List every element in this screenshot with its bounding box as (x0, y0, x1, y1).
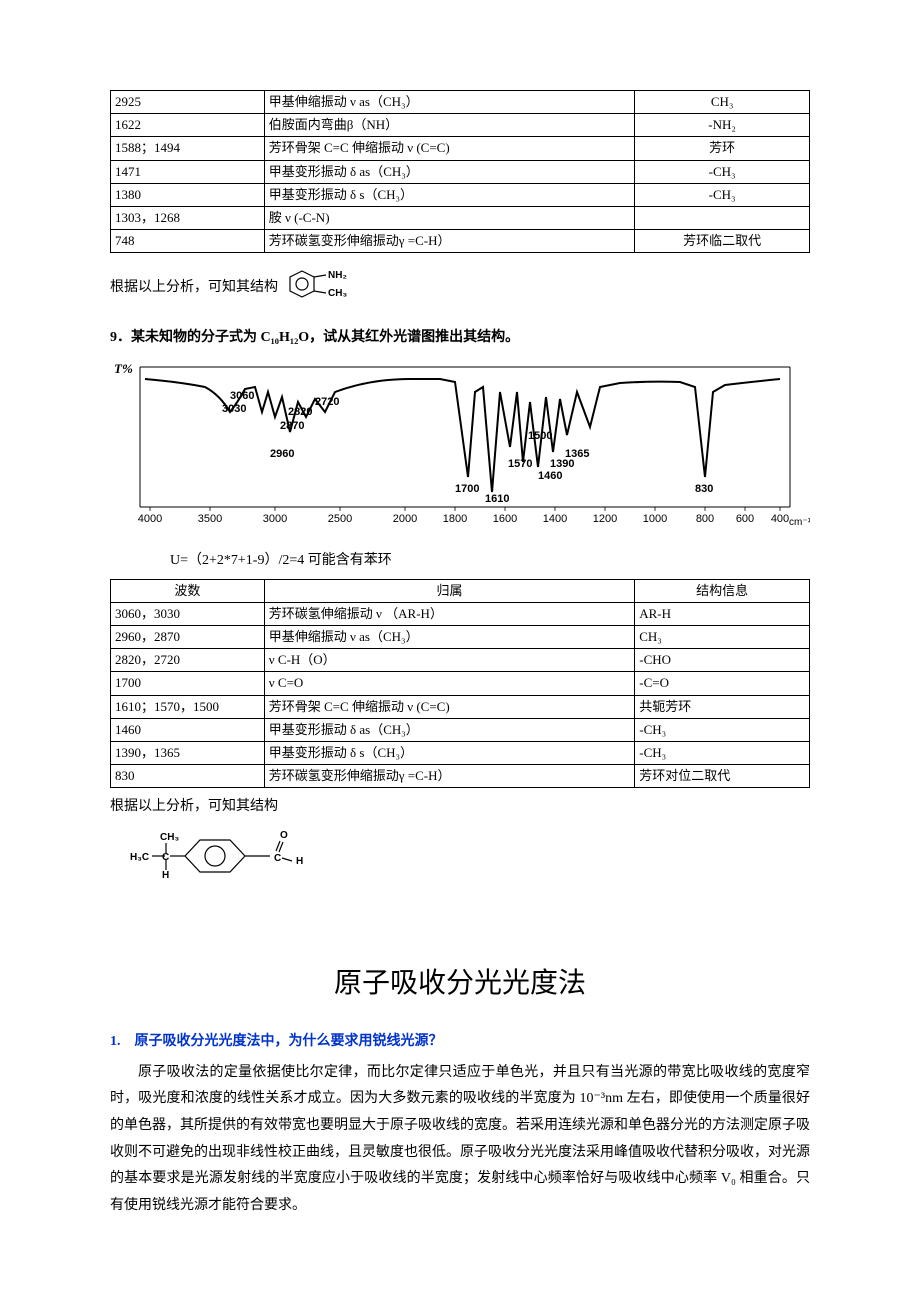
table-cell: 1390，1365 (111, 742, 265, 765)
table-cell: 甲基伸缩振动 ν as（CH₃） (264, 626, 634, 649)
table-cell: -CHO (635, 649, 810, 672)
table-cell (635, 206, 810, 229)
table-cell: 2820，2720 (111, 649, 265, 672)
svg-text:4000: 4000 (138, 513, 162, 525)
table-cell: 芳环骨架 C=C 伸缩振动 ν (C=C) (264, 137, 634, 160)
table-cell: 芳环对位二取代 (635, 765, 810, 788)
ir-table-2: 波数 归属 结构信息 3060，3030芳环碳氢伸缩振动 ν （AR-H）AR-… (110, 579, 810, 789)
table-cell: 2925 (111, 91, 265, 114)
table-cell: 芳环临二取代 (635, 230, 810, 253)
table-header: 波数 (111, 579, 265, 602)
table-cell: 甲基伸缩振动 ν as（CH₃） (264, 91, 634, 114)
svg-text:1460: 1460 (538, 470, 562, 482)
q1-num: 1. (110, 1034, 121, 1049)
svg-text:400: 400 (771, 513, 789, 525)
svg-text:H₃C: H₃C (130, 852, 149, 863)
table-cell: -CH₃ (635, 160, 810, 183)
table-cell: 胺 ν (-C-N) (264, 206, 634, 229)
table-header: 归属 (264, 579, 634, 602)
svg-text:1700: 1700 (455, 483, 479, 495)
table-cell: 1471 (111, 160, 265, 183)
table-header: 结构信息 (635, 579, 810, 602)
svg-text:3500: 3500 (198, 513, 222, 525)
table-cell: 748 (111, 230, 265, 253)
table-cell: 3060，3030 (111, 602, 265, 625)
table-cell: 1700 (111, 672, 265, 695)
svg-text:1500: 1500 (528, 430, 552, 442)
table-cell: ν C=O (264, 672, 634, 695)
svg-text:1600: 1600 (493, 513, 517, 525)
table-cell: AR-H (635, 602, 810, 625)
svg-text:C: C (274, 853, 281, 864)
ylabel: T% (114, 361, 133, 376)
ir-spectrum-chart: T% 4000 3500 3000 2500 2000 1800 1600 14… (110, 357, 810, 537)
question-9: 9．某未知物的分子式为 C₁₀H₁₂O，试从其红外光谱图推出其结构。 (110, 330, 519, 345)
table-cell: 芳环碳氢伸缩振动 ν （AR-H） (264, 602, 634, 625)
svg-text:O: O (280, 830, 288, 841)
table-cell: 甲基变形振动 δ s（CH₃） (264, 183, 634, 206)
structure-2-prefix: 根据以上分析，可知其结构 (110, 794, 810, 819)
table-cell: 甲基变形振动 δ as（CH₃） (264, 718, 634, 741)
svg-text:1400: 1400 (543, 513, 567, 525)
table-cell: -C=O (635, 672, 810, 695)
svg-text:2000: 2000 (393, 513, 417, 525)
svg-text:CH₃: CH₃ (160, 832, 179, 843)
table-cell: 830 (111, 765, 265, 788)
table-cell: 1460 (111, 718, 265, 741)
table-cell: CH₃ (635, 626, 810, 649)
table-cell: 1303，1268 (111, 206, 265, 229)
svg-text:2820: 2820 (288, 406, 312, 418)
svg-text:2720: 2720 (315, 396, 339, 408)
structure-2-diagram: CH₃ H₃C H O C H C (130, 826, 330, 886)
table-cell: 1380 (111, 183, 265, 206)
u-calc: U=（2+2*7+1-9）/2=4 可能含有苯环 (170, 548, 810, 573)
table-cell: 芳环 (635, 137, 810, 160)
svg-text:1200: 1200 (593, 513, 617, 525)
table-cell: -CH₃ (635, 183, 810, 206)
table-cell: ν C-H（O） (264, 649, 634, 672)
table-cell: 芳环碳氢变形伸缩振动γ =C-H） (264, 765, 634, 788)
svg-text:2500: 2500 (328, 513, 352, 525)
svg-text:1000: 1000 (643, 513, 667, 525)
svg-text:1365: 1365 (565, 448, 589, 460)
svg-text:1800: 1800 (443, 513, 467, 525)
table-cell: 甲基变形振动 δ s（CH₃） (264, 742, 634, 765)
svg-text:1570: 1570 (508, 458, 532, 470)
svg-text:3000: 3000 (263, 513, 287, 525)
structure-1-prefix: 根据以上分析，可知其结构 (110, 276, 278, 296)
table-cell: 芳环碳氢变形伸缩振动γ =C-H） (264, 230, 634, 253)
svg-text:800: 800 (696, 513, 714, 525)
table-cell: -CH₃ (635, 742, 810, 765)
svg-text:2960: 2960 (270, 448, 294, 460)
svg-text:cm⁻¹: cm⁻¹ (789, 517, 810, 528)
svg-text:2870: 2870 (280, 420, 304, 432)
table-cell: -NH₂ (635, 114, 810, 137)
q1-title: 原子吸收分光光度法中，为什么要求用锐线光源？ (135, 1034, 443, 1049)
svg-text:600: 600 (736, 513, 754, 525)
ir-table-1: 2925 甲基伸缩振动 ν as（CH₃） CH₃ 1622 伯胺面内弯曲β（N… (110, 90, 810, 253)
ch3-label: CH₃ (328, 288, 347, 299)
svg-text:C: C (162, 852, 169, 863)
svg-text:H: H (296, 856, 303, 867)
table-cell: 2960，2870 (111, 626, 265, 649)
nh2-label: NH₂ (328, 270, 347, 281)
table-cell: 共轭芳环 (635, 695, 810, 718)
table-cell: 1622 (111, 114, 265, 137)
structure-1-diagram: NH₂ CH₃ (284, 263, 374, 309)
table-cell: 1588；1494 (111, 137, 265, 160)
svg-text:1610: 1610 (485, 493, 509, 505)
svg-text:3060: 3060 (230, 390, 254, 402)
table-cell: 芳环骨架 C=C 伸缩振动 ν (C=C) (264, 695, 634, 718)
svg-text:H: H (162, 870, 169, 881)
table-cell: CH₃ (635, 91, 810, 114)
section-title: 原子吸收分光光度法 (110, 961, 810, 1001)
table-cell: 伯胺面内弯曲β（NH） (264, 114, 634, 137)
svg-text:830: 830 (695, 483, 713, 495)
table-cell: 1610；1570，1500 (111, 695, 265, 718)
table-cell: 甲基变形振动 δ as（CH₃） (264, 160, 634, 183)
q1-paragraph: 原子吸收法的定量依据使比尔定律，而比尔定律只适应于单色光，并且只有当光源的带宽比… (110, 1060, 810, 1220)
table-cell: -CH₃ (635, 718, 810, 741)
svg-text:3030: 3030 (222, 403, 246, 415)
